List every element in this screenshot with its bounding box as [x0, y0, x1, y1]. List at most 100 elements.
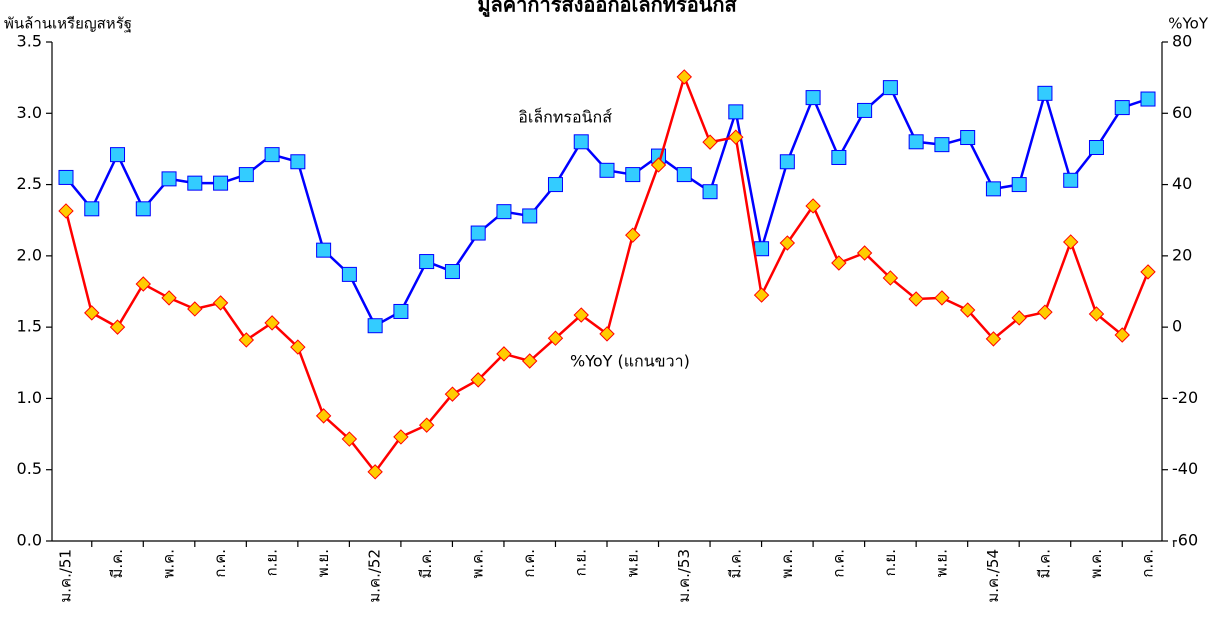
x-tick-label: พ.ย. [314, 549, 332, 577]
marker [315, 408, 332, 424]
x-tick-label: ม.ค./53 [675, 549, 693, 603]
marker [547, 177, 563, 193]
marker [58, 169, 74, 185]
y-tick-label: 3.5 [17, 32, 42, 51]
marker [573, 134, 589, 150]
x-tick-label: พ.ย. [932, 549, 950, 577]
marker [625, 167, 641, 183]
y2-tick-label: -20 [1172, 388, 1198, 407]
marker [831, 149, 847, 165]
x-tick-label: ม.ค./51 [57, 549, 75, 603]
y-tick-label: 3.0 [17, 103, 42, 122]
x-tick-label: พ.ค. [160, 549, 178, 578]
marker [1088, 306, 1105, 322]
marker [393, 303, 409, 319]
marker [1011, 310, 1027, 326]
marker [419, 254, 435, 270]
marker [341, 266, 357, 282]
marker [213, 175, 229, 191]
marker [393, 429, 409, 445]
marker [857, 102, 873, 118]
marker [702, 184, 718, 200]
marker [676, 69, 692, 85]
series-annotation: อิเล็กทรอนิกส์ [518, 107, 612, 127]
marker [805, 198, 821, 214]
marker [1063, 172, 1079, 188]
marker [84, 305, 100, 321]
y-tick-label: 2.5 [17, 174, 42, 193]
x-tick-label: ก.ค. [1139, 549, 1157, 578]
marker [934, 290, 950, 306]
marker [1114, 100, 1130, 116]
y-tick-label: 1.5 [17, 317, 42, 336]
marker [58, 203, 74, 219]
x-tick-label: ม.ค./54 [984, 549, 1002, 603]
marker [728, 104, 744, 120]
chart-title: มูลค่าการส่งออกอิเล็กทรอนิกส์ [477, 0, 737, 19]
marker [212, 295, 229, 311]
x-tick-label: พ.ย. [623, 549, 641, 577]
marker [264, 147, 280, 163]
marker [573, 307, 589, 323]
x-tick-label: พ.ค. [1087, 549, 1105, 578]
marker [650, 157, 667, 173]
marker [676, 167, 692, 183]
series-annotation: %YoY (แกนขวา) [570, 352, 690, 371]
x-tick-label: มี.ค. [726, 549, 744, 578]
marker [702, 134, 718, 150]
marker [599, 162, 615, 178]
marker [316, 242, 332, 258]
marker [599, 326, 615, 342]
marker [367, 464, 383, 480]
marker [238, 167, 254, 183]
x-tick-label: พ.ค. [778, 549, 796, 578]
marker [264, 315, 280, 331]
marker [934, 137, 950, 153]
marker [110, 147, 126, 163]
y2-tick-label: 40 [1172, 174, 1192, 193]
marker [444, 264, 460, 280]
marker [908, 134, 924, 150]
x-tick-label: ก.ย. [263, 549, 281, 576]
marker [187, 301, 203, 317]
y2-tick-label: -60 [1172, 531, 1198, 550]
x-tick-label: ก.ค. [211, 549, 229, 578]
marker [882, 270, 899, 286]
marker [985, 181, 1001, 197]
marker [728, 129, 744, 145]
marker [856, 245, 873, 261]
marker [1140, 264, 1156, 280]
x-tick-label: ก.ค. [520, 549, 538, 578]
series-line [64, 73, 1150, 474]
marker [547, 330, 564, 346]
y-tick-label: 1.0 [17, 388, 42, 407]
marker [418, 417, 435, 433]
marker [779, 154, 795, 170]
y-tick-label: 2.0 [17, 245, 42, 264]
y2-tick-label: 60 [1172, 103, 1192, 122]
y-axis-label: พันล้านเหรียญสหรัฐ [4, 15, 132, 33]
marker [779, 235, 796, 251]
marker [831, 255, 847, 271]
marker [522, 353, 538, 369]
x-tick-label: พ.ค. [469, 549, 487, 578]
marker [1088, 140, 1104, 156]
marker [1140, 91, 1156, 107]
y2-tick-label: 0 [1172, 317, 1182, 336]
marker [187, 175, 203, 191]
x-tick-label: ก.ค. [829, 549, 847, 578]
y-tick-label: 0.0 [17, 531, 42, 550]
marker [444, 386, 461, 402]
marker [496, 346, 512, 362]
marker [754, 241, 770, 257]
marker [496, 204, 512, 220]
marker [960, 130, 976, 146]
marker [238, 332, 255, 348]
y2-tick-label: 80 [1172, 32, 1192, 51]
marker [1037, 85, 1053, 101]
marker [959, 302, 976, 318]
marker [341, 431, 358, 447]
y-tick-label: 0.5 [17, 459, 42, 478]
x-tick-label: ก.ย. [881, 549, 899, 576]
